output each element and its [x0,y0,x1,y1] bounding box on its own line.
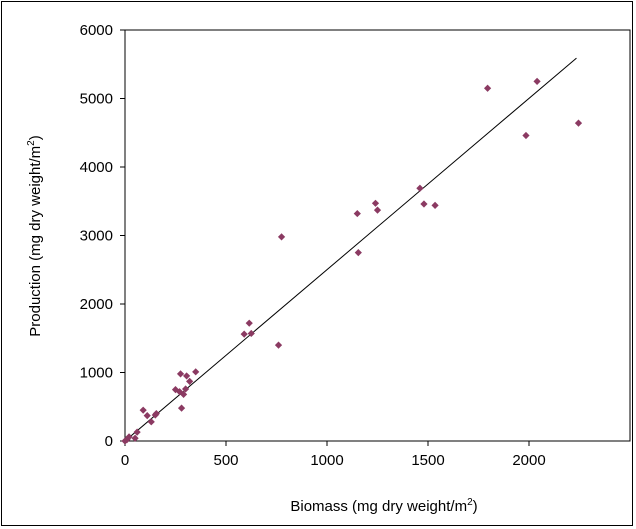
trend-line [124,57,577,442]
data-point [522,131,530,140]
x-tick-label: 1500 [411,452,444,469]
y-tick-label: 3000 [80,228,113,245]
data-point [125,433,133,441]
x-axis-label-end: ) [473,498,478,515]
data-point [431,201,439,209]
data-point [277,233,286,241]
x-axis-label: Biomass (mg dry weight/m2) [290,497,477,515]
data-point [183,372,191,380]
x-axis-label-text: Biomass (mg dry weight/m [290,498,467,515]
y-tick-label: 0 [105,433,113,450]
data-point [131,434,139,442]
x-axis-label-superscript: 2 [467,497,473,508]
data-point [240,330,248,338]
y-axis-label-text: Production (mg dry weight/m [27,146,44,337]
data-point [483,84,492,92]
plot-area [124,29,631,442]
x-tick-label: 2000 [512,452,545,469]
y-axis-label-superscript: 2 [26,140,37,146]
data-point [152,410,160,418]
y-tick-label: 5000 [80,91,113,108]
data-point [192,368,200,376]
data-point [274,341,283,349]
y-tick-label: 2000 [80,296,113,313]
data-point [143,412,151,420]
data-point [354,249,362,257]
data-point [245,319,253,327]
y-tick-label: 6000 [80,22,113,39]
data-point [574,119,583,127]
x-tick-label: 0 [121,452,129,469]
y-axis-ticks: 0 1000 2000 3000 4000 5000 6000 [80,22,125,450]
data-point [373,206,382,214]
data-point [139,406,147,414]
data-point [353,209,361,218]
data-point [176,370,185,378]
data-point [182,385,190,393]
data-point [186,377,194,386]
data-point [420,200,428,208]
data-point [177,404,186,412]
data-point [133,428,141,436]
y-axis-label: Production (mg dry weight/m2) [26,135,44,336]
data-point [371,199,380,207]
x-tick-label: 1000 [310,452,343,469]
x-axis-ticks: 0 500 1000 1500 2000 [121,441,546,469]
data-point [147,418,155,426]
data-point [247,329,255,338]
y-tick-label: 4000 [80,159,113,176]
data-points [121,77,583,445]
data-point [179,390,188,399]
x-tick-label: 500 [213,452,238,469]
y-tick-label: 1000 [80,365,113,382]
y-axis-label-end: ) [27,135,44,140]
data-point [533,77,541,85]
data-point [416,184,424,192]
